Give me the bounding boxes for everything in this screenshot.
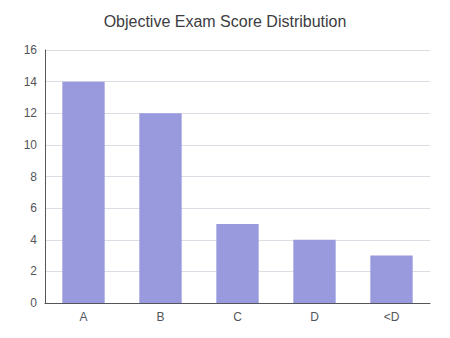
svg-text:C: C [233,310,242,324]
svg-text:0: 0 [30,296,37,310]
svg-text:6: 6 [30,201,37,215]
svg-text:<D: <D [384,310,400,324]
svg-text:12: 12 [24,106,38,120]
svg-text:2: 2 [30,264,37,278]
svg-text:B: B [156,310,164,324]
svg-text:10: 10 [24,138,38,152]
svg-text:8: 8 [30,170,37,184]
svg-text:A: A [79,310,87,324]
svg-text:4: 4 [30,233,37,247]
svg-text:14: 14 [24,75,38,89]
svg-text:D: D [310,310,319,324]
svg-text:Objective Exam Score Distribut: Objective Exam Score Distribution [104,13,347,30]
svg-text:16: 16 [24,43,38,57]
